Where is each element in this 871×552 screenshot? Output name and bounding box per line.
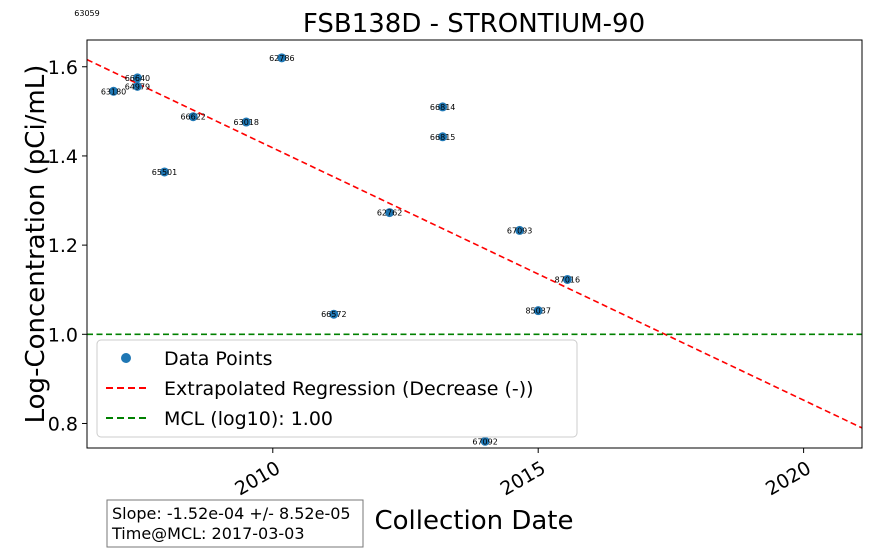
data-point-label: 66640 [125,74,150,83]
data-point-label: 63180 [101,87,126,96]
data-point-label: 66572 [321,310,346,319]
y-tick-label: 1.0 [48,324,78,346]
legend: Data Points Extrapolated Regression (Dec… [96,339,578,438]
data-point [533,306,543,316]
data-point [438,102,448,112]
y-axis-label: Log-Concentration (pCi/mL) [21,65,51,424]
legend-label-mcl: MCL (log10): 1.00 [164,408,333,430]
data-point-label: 67092 [472,437,497,446]
data-point [329,309,339,319]
stray-point-label: 63059 [74,9,99,18]
data-point [132,81,142,91]
data-point [160,167,169,177]
y-tick-label: 1.4 [48,146,78,168]
annotation-time-at-mcl: Time@MCL: 2017-03-03 [111,524,305,543]
data-point [515,225,525,235]
x-tick-label: 2015 [497,457,550,500]
data-point-label: 62786 [269,54,294,63]
data-point-label: 66622 [180,113,205,122]
data-point-label: 66815 [430,133,455,142]
legend-label-data-points: Data Points [164,348,272,370]
annotation-box: Slope: -1.52e-04 +/- 8.52e-05 Time@MCL: … [106,499,364,548]
plot-frame [86,39,863,449]
chart-title: FSB138D - STRONTIUM-90 [303,9,645,39]
data-point [385,208,395,218]
x-tick-label: 2010 [231,457,284,500]
legend-box [96,339,578,438]
data-point-label: 85037 [525,307,550,316]
x-axis-label: Collection Date [374,506,573,536]
data-point-label: 65501 [152,168,177,177]
data-point-label: 63018 [234,118,259,127]
y-tick-label: 1.6 [48,57,78,79]
data-point-label: 64979 [125,82,150,91]
y-tick-label: 1.2 [48,235,78,257]
annotation-frame [106,499,364,548]
y-tick-label: 0.8 [48,413,78,435]
data-point [480,436,490,446]
data-point [132,73,142,83]
legend-marker-data-points [121,353,131,363]
data-point [277,53,287,63]
data-point [109,86,119,96]
annotation-slope: Slope: -1.52e-04 +/- 8.52e-05 [112,504,351,523]
data-point [188,112,198,122]
data-point [438,132,448,142]
data-point [241,117,251,127]
data-point [562,274,572,284]
data-point-label: 67093 [507,226,532,235]
x-tick-label: 2020 [762,457,815,500]
regression-line [87,58,862,429]
data-point-label: 87016 [555,275,580,284]
data-point-label: 62762 [377,209,402,218]
data-point-label: 66814 [430,103,455,112]
legend-label-regression: Extrapolated Regression (Decrease (-)) [164,378,534,400]
